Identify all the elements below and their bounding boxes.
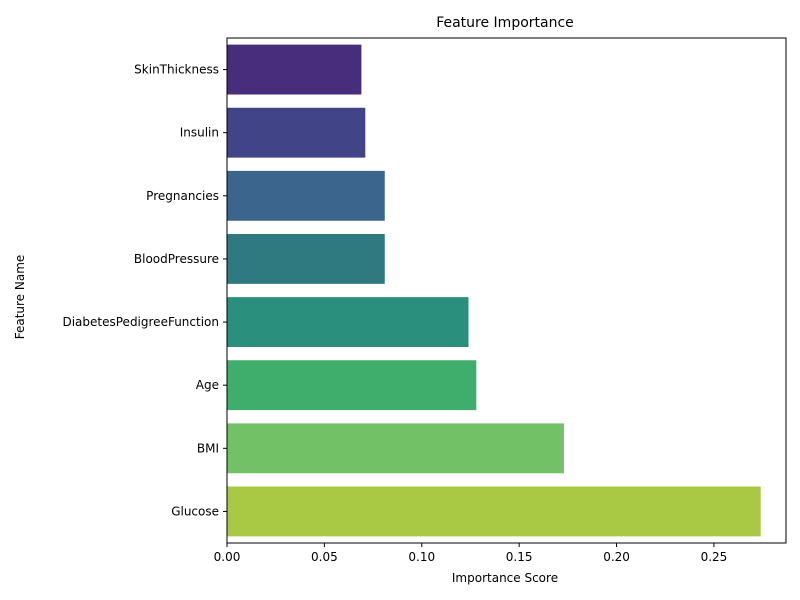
bar-diabetespedigreefunction bbox=[227, 297, 469, 347]
y-tick-label: Age bbox=[196, 378, 219, 392]
bar-bloodpressure bbox=[227, 234, 385, 284]
x-tick-label: 0.00 bbox=[214, 550, 241, 564]
y-axis-label: Feature Name bbox=[13, 255, 27, 340]
x-tick-label: 0.25 bbox=[701, 550, 728, 564]
x-axis-ticks: 0.00 0.05 0.10 0.15 0.20 0.25 bbox=[214, 543, 728, 564]
bar-age bbox=[227, 360, 477, 411]
x-tick-label: 0.10 bbox=[408, 550, 435, 564]
bar-skinthickness bbox=[227, 44, 362, 95]
y-tick-label: BloodPressure bbox=[134, 252, 219, 266]
bar-insulin bbox=[227, 107, 366, 158]
y-tick-label: DiabetesPedigreeFunction bbox=[62, 315, 219, 329]
y-tick-label: Pregnancies bbox=[146, 189, 219, 203]
y-axis-ticks: SkinThickness Insulin Pregnancies BloodPres… bbox=[62, 63, 227, 518]
bar-pregnancies bbox=[227, 170, 385, 221]
bars-group bbox=[227, 44, 761, 537]
x-tick-label: 0.15 bbox=[506, 550, 533, 564]
x-tick-label: 0.05 bbox=[311, 550, 338, 564]
bar-glucose bbox=[227, 486, 761, 537]
y-tick-label: BMI bbox=[197, 441, 219, 455]
y-tick-label: SkinThickness bbox=[134, 63, 219, 77]
y-tick-label: Insulin bbox=[180, 126, 219, 140]
chart-title: Feature Importance bbox=[436, 15, 574, 31]
y-tick-label: Glucose bbox=[171, 504, 219, 518]
x-tick-label: 0.20 bbox=[603, 550, 630, 564]
plot-frame bbox=[226, 37, 787, 544]
x-axis-label: Importance Score bbox=[452, 571, 558, 585]
bar-bmi bbox=[227, 423, 564, 474]
